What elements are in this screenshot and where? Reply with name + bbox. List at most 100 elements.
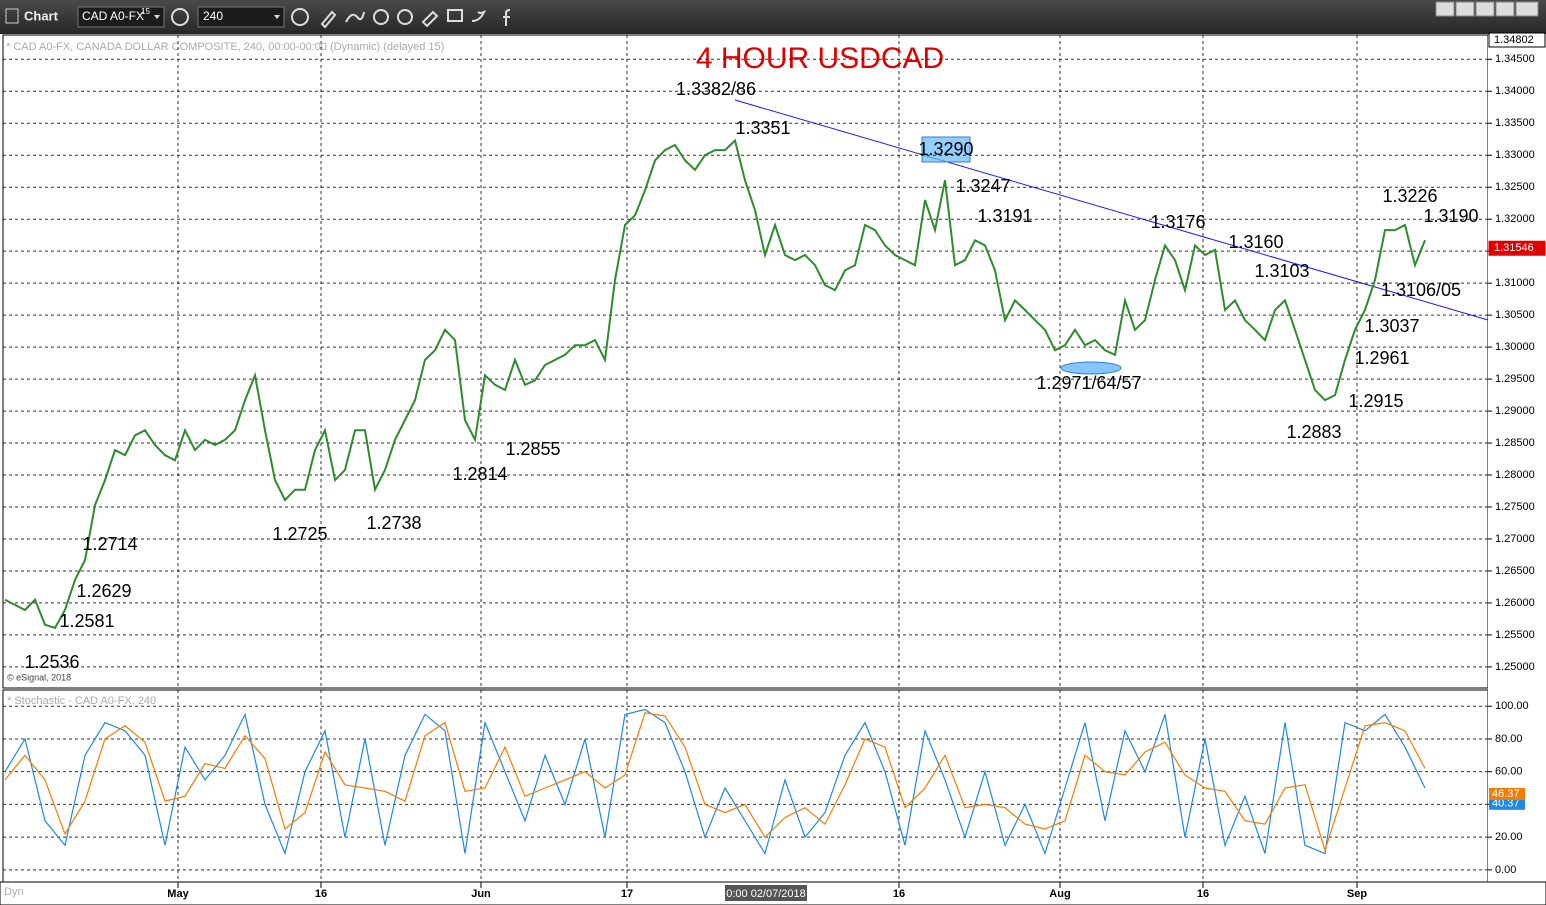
interval-box[interactable] <box>197 6 285 28</box>
cursor-date: 0:00 02/07/2018 <box>726 888 806 900</box>
y-tick-label: 1.29000 <box>1495 405 1535 417</box>
curve-icon[interactable] <box>345 11 365 23</box>
minimize-button[interactable] <box>1455 1 1475 17</box>
restore-button[interactable] <box>1475 1 1495 17</box>
highlight-ellipse <box>1060 361 1122 375</box>
toolbar-title: Chart <box>24 8 59 23</box>
y-tick-label: 1.30000 <box>1495 341 1535 353</box>
x-tick-label: Jun <box>471 888 491 900</box>
annotation: 1.3351 <box>735 118 790 138</box>
x-tick-label: Aug <box>1049 888 1070 900</box>
annotation: 1.2915 <box>1348 391 1403 411</box>
series-line <box>4 708 1426 856</box>
draw-icon[interactable] <box>320 10 337 29</box>
annotation: 1.2814 <box>452 464 507 484</box>
symbol: CAD A0-FX <box>82 9 144 23</box>
annotation: 1.3106/05 <box>1381 280 1461 300</box>
value-tag <box>1489 797 1525 810</box>
y-tick-label: 1.30500 <box>1495 309 1535 321</box>
y-tick-label: 1.26000 <box>1495 597 1535 609</box>
y-tick-label: 0.00 <box>1495 864 1516 876</box>
facebook-icon[interactable] <box>503 9 511 26</box>
price-panel <box>2 34 1489 689</box>
y-tick-label: 1.31000 <box>1495 277 1535 289</box>
stochastic-panel <box>2 689 1489 883</box>
y-tick-label: 1.34000 <box>1495 85 1535 97</box>
symbol-box[interactable] <box>77 6 165 28</box>
y-tick-label: 1.26500 <box>1495 565 1535 577</box>
y-tick-label: 1.25000 <box>1495 661 1535 673</box>
twitter-icon[interactable] <box>471 9 487 22</box>
dropdown-arrow <box>274 15 280 19</box>
help-button[interactable] <box>1435 1 1455 17</box>
y-tick-label: 1.25500 <box>1495 629 1535 641</box>
series-line <box>4 712 1426 853</box>
marks: May 16 Jun 17 16 Aug 16 Sep 0:00 02/07/2018 1.250… <box>3 32 1546 901</box>
comment-icon[interactable] <box>447 9 463 22</box>
x-tick-label: 16 <box>893 888 905 900</box>
play-icon[interactable] <box>373 9 389 25</box>
tool-icons <box>320 9 511 29</box>
y-tick-label: 20.00 <box>1495 831 1523 843</box>
status: Dyn <box>4 886 24 898</box>
stochastic-title: * Stochastic - CAD A0-FX, 240 <box>7 695 156 707</box>
x-tick-label: 16 <box>315 888 327 900</box>
annotation: 1.2714 <box>82 534 137 554</box>
annotation: 1.3160 <box>1228 232 1283 252</box>
settings-icon[interactable] <box>171 8 189 26</box>
symbol-sup: 15 <box>141 7 150 16</box>
annotation: 1.2883 <box>1286 422 1341 442</box>
value-tag <box>1489 787 1525 800</box>
credit: © eSignal, 2018 <box>7 672 71 682</box>
close-button[interactable] <box>1515 1 1539 17</box>
alert-icon[interactable] <box>397 9 413 25</box>
annotation: 1.2738 <box>366 513 421 533</box>
annotation: 1.2629 <box>76 581 131 601</box>
highlight-box <box>921 136 971 163</box>
annotation: 1.3191 <box>977 206 1032 226</box>
y-tick-label: 1.27000 <box>1495 533 1535 545</box>
annotation: 1.3037 <box>1364 316 1419 336</box>
price-tag <box>1488 32 1546 48</box>
x-tick-label: 16 <box>1197 888 1209 900</box>
series-line <box>4 138 1426 630</box>
annotation: 1.2725 <box>272 524 327 544</box>
y-tick-label: 1.28000 <box>1495 469 1535 481</box>
price-tag-label: 1.34802 <box>1494 34 1534 46</box>
price-tag-label: 1.31546 <box>1494 242 1534 254</box>
clock-icon[interactable] <box>291 8 309 26</box>
annotation: 1.3226 <box>1382 186 1437 206</box>
y-tick-label: 100.00 <box>1495 700 1529 712</box>
annotation: 1.3176 <box>1150 212 1205 232</box>
x-tick-label: Sep <box>1347 888 1367 900</box>
value-tag-label: 40.37 <box>1492 798 1520 810</box>
dropdown-arrow <box>154 15 160 19</box>
y-tick-label: 1.27500 <box>1495 501 1535 513</box>
y-tick-label: 1.28500 <box>1495 437 1535 449</box>
y-tick-label: 1.33500 <box>1495 117 1535 129</box>
y-tick-label: 1.32500 <box>1495 181 1535 193</box>
value-tag-label: 46.37 <box>1492 788 1520 800</box>
y-tick-label: 1.32000 <box>1495 213 1535 225</box>
trend-line <box>734 99 1489 321</box>
y-tick-label: 1.33000 <box>1495 149 1535 161</box>
y-tick-label: 1.34500 <box>1495 53 1535 65</box>
chart-title: 4 HOUR USDCAD <box>696 42 944 75</box>
link-icon[interactable] <box>421 10 439 28</box>
x-tick-label: 17 <box>621 888 633 900</box>
interval: 240 <box>203 9 223 23</box>
x-tick-label: May <box>167 888 189 900</box>
y-tick-label: 80.00 <box>1495 733 1523 745</box>
maximize-button[interactable] <box>1495 1 1515 17</box>
annotation: 1.2971/64/57 <box>1036 373 1141 393</box>
annotation: 1.2536 <box>24 652 79 672</box>
annotation: 1.3382/86 <box>676 79 756 99</box>
window-buttons <box>1435 1 1539 17</box>
value-axis <box>1488 35 1546 882</box>
annotation: 1.2961 <box>1354 348 1409 368</box>
y-tick-label: 60.00 <box>1495 766 1523 778</box>
price-tag <box>1488 240 1546 256</box>
annotation: 1.3190 <box>1423 206 1478 226</box>
annotation: 1.3290 <box>918 139 973 159</box>
